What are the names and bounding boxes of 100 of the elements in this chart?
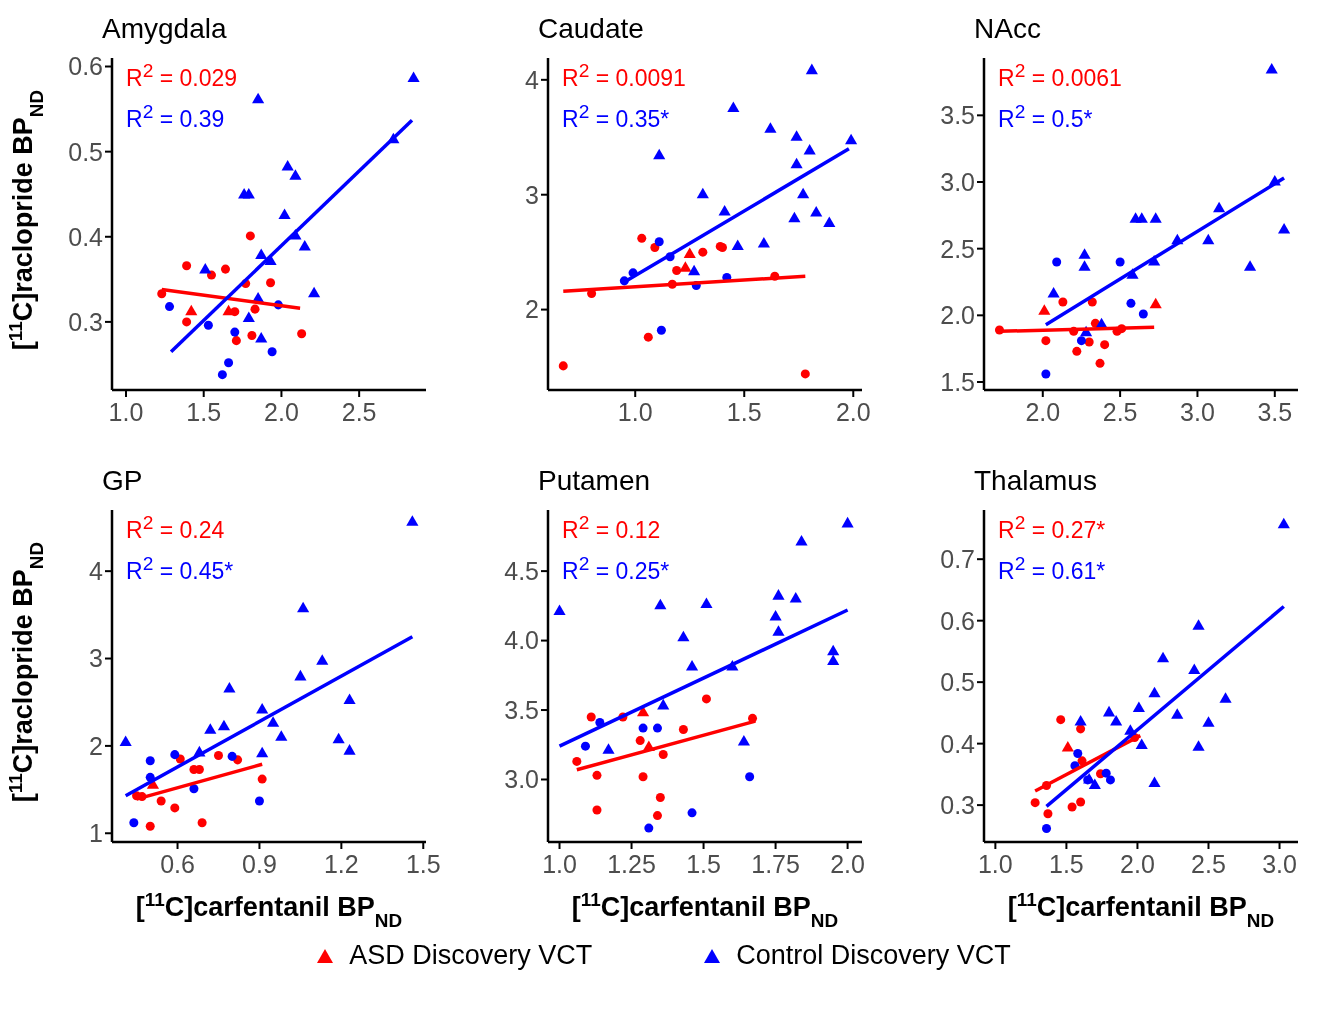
point bbox=[788, 211, 801, 223]
point bbox=[823, 216, 836, 227]
point bbox=[165, 302, 175, 312]
annotation: R$^{2}$ = 0.27* bbox=[998, 511, 1106, 545]
point bbox=[213, 751, 223, 761]
x-tick-label: 1.0 bbox=[542, 849, 577, 878]
legend-label: Control Discovery VCT bbox=[736, 940, 1011, 971]
point bbox=[841, 516, 854, 528]
point bbox=[638, 772, 648, 782]
point bbox=[185, 304, 198, 316]
point bbox=[252, 92, 265, 104]
point bbox=[247, 331, 257, 341]
point bbox=[170, 750, 180, 760]
point bbox=[203, 320, 213, 330]
point bbox=[638, 723, 648, 733]
point bbox=[129, 818, 139, 828]
x-tick-label: 1.75 bbox=[751, 849, 800, 878]
y-tick-label: 0.3 bbox=[940, 790, 975, 819]
point bbox=[242, 311, 255, 322]
annotation: R$^{2}$ = 0.0091 bbox=[562, 59, 686, 93]
point bbox=[586, 712, 596, 722]
point bbox=[1132, 701, 1145, 713]
point bbox=[156, 796, 166, 806]
point bbox=[845, 133, 858, 145]
y-tick-label: 4 bbox=[525, 65, 540, 94]
point bbox=[1102, 705, 1116, 717]
point bbox=[1265, 62, 1278, 74]
point bbox=[1076, 336, 1086, 346]
point bbox=[1138, 309, 1148, 319]
x-tick-label: 3.0 bbox=[1180, 397, 1215, 426]
x-tick-label: 1.25 bbox=[607, 849, 656, 878]
point bbox=[255, 331, 268, 343]
point bbox=[745, 772, 755, 782]
point bbox=[1041, 369, 1051, 379]
annotation: R$^{2}$ = 0.25* bbox=[562, 551, 670, 586]
point bbox=[644, 823, 654, 833]
point bbox=[805, 63, 818, 75]
point bbox=[223, 682, 236, 693]
x-tick-label: 2.0 bbox=[830, 849, 865, 878]
x-axis-title: [$^{11}$C]carfentanil BP$_{ND}$ bbox=[571, 888, 839, 931]
point bbox=[1047, 286, 1060, 298]
y-tick-label: 1.5 bbox=[940, 367, 975, 396]
point bbox=[267, 716, 280, 727]
point bbox=[1095, 358, 1105, 368]
point bbox=[1067, 802, 1077, 812]
point bbox=[231, 336, 241, 346]
annotation: R$^{2}$ = 0.45* bbox=[126, 551, 234, 586]
point bbox=[698, 247, 708, 257]
point bbox=[182, 317, 192, 327]
y-tick-label: 0.4 bbox=[940, 729, 976, 758]
point bbox=[553, 604, 566, 615]
point bbox=[406, 515, 419, 526]
point bbox=[1061, 740, 1074, 752]
x-tick-label: 1.5 bbox=[405, 849, 441, 878]
point bbox=[653, 148, 666, 160]
point bbox=[1202, 716, 1215, 727]
point bbox=[1058, 297, 1068, 307]
point bbox=[652, 811, 662, 821]
annotation: R$^{2}$ = 0.39 bbox=[126, 99, 226, 134]
point bbox=[827, 654, 840, 665]
point bbox=[1219, 692, 1232, 703]
chart-title: Putamen bbox=[537, 464, 652, 498]
point bbox=[1149, 297, 1162, 309]
point bbox=[1072, 346, 1082, 356]
y-tick-label: 0.7 bbox=[940, 545, 975, 574]
x-tick-label: 3.0 bbox=[1262, 849, 1297, 878]
point bbox=[332, 732, 345, 744]
annotation: R$^{2}$ = 0.0061 bbox=[998, 59, 1122, 93]
point bbox=[655, 793, 665, 803]
point bbox=[696, 187, 709, 199]
y-tick-label: 4 bbox=[89, 557, 104, 586]
chart-title: GP bbox=[101, 464, 144, 498]
point bbox=[1043, 809, 1053, 819]
x-tick-label: 2.5 bbox=[1191, 849, 1226, 878]
point bbox=[672, 266, 682, 276]
point bbox=[224, 358, 234, 368]
point bbox=[278, 208, 291, 219]
point bbox=[255, 248, 268, 260]
point bbox=[652, 723, 662, 733]
point bbox=[658, 749, 668, 759]
x-tick-label: 1.5 bbox=[186, 397, 222, 426]
point bbox=[757, 237, 770, 248]
point bbox=[1052, 257, 1062, 267]
point bbox=[256, 746, 269, 758]
point bbox=[701, 694, 711, 704]
point bbox=[1243, 260, 1257, 271]
y-tick-label: 1 bbox=[89, 819, 103, 848]
chart-title: Caudate bbox=[537, 12, 645, 46]
y-tick-label: 3.5 bbox=[940, 101, 975, 130]
x-tick-label: 2.0 bbox=[1025, 397, 1061, 426]
chart-title: Thalamus bbox=[973, 464, 1098, 498]
point bbox=[1042, 823, 1052, 833]
legend-label: ASD Discovery VCT bbox=[349, 940, 593, 971]
point bbox=[654, 237, 664, 247]
point bbox=[1135, 738, 1148, 749]
x-tick-label: 0.6 bbox=[160, 849, 195, 878]
point bbox=[197, 818, 207, 828]
point bbox=[343, 744, 356, 755]
point bbox=[827, 644, 840, 656]
y-tick-label: 2.5 bbox=[940, 234, 975, 263]
